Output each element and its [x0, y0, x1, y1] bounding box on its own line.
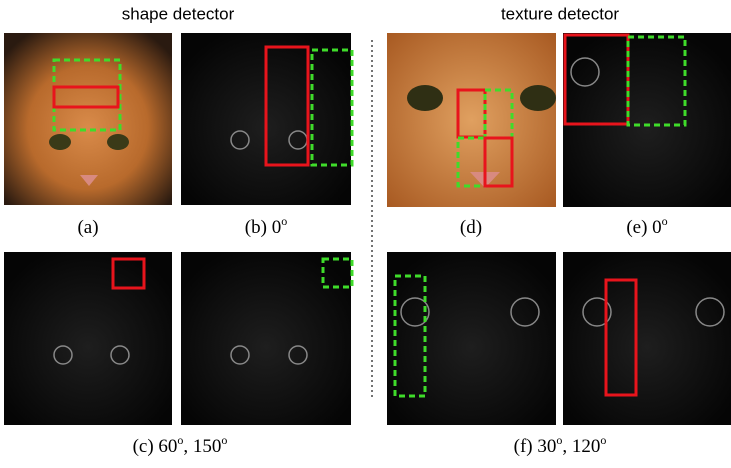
feature-map — [4, 252, 172, 425]
caption: (b) 0o — [245, 214, 287, 238]
figure: shape detector texture detector (a) (b) … — [0, 0, 731, 468]
feature-map — [181, 252, 351, 425]
caption: (d) — [460, 217, 482, 238]
superscript: o — [662, 214, 668, 228]
caption-text: (b) 0 — [245, 217, 281, 238]
image-cat — [387, 33, 556, 207]
caption: (c) 60o, 150o — [133, 433, 228, 457]
superscript: o — [281, 214, 287, 228]
caption-text: , 150 — [183, 436, 221, 457]
feature-map — [563, 252, 731, 425]
caption-text: (e) 0 — [626, 217, 661, 238]
superscript: o — [221, 433, 227, 447]
caption: (e) 0o — [626, 214, 667, 238]
feature-map — [387, 252, 556, 425]
caption-text: , 120 — [562, 436, 600, 457]
caption-text: (d) — [460, 217, 482, 238]
caption-text: (c) 60 — [133, 436, 178, 457]
caption-text: (a) — [77, 217, 98, 238]
header-right: texture detector — [501, 4, 619, 23]
caption: (f) 30o, 120o — [514, 433, 607, 457]
superscript: o — [600, 433, 606, 447]
header-left: shape detector — [122, 4, 235, 23]
caption: (a) — [77, 217, 98, 238]
caption-text: (f) 30 — [514, 436, 557, 457]
